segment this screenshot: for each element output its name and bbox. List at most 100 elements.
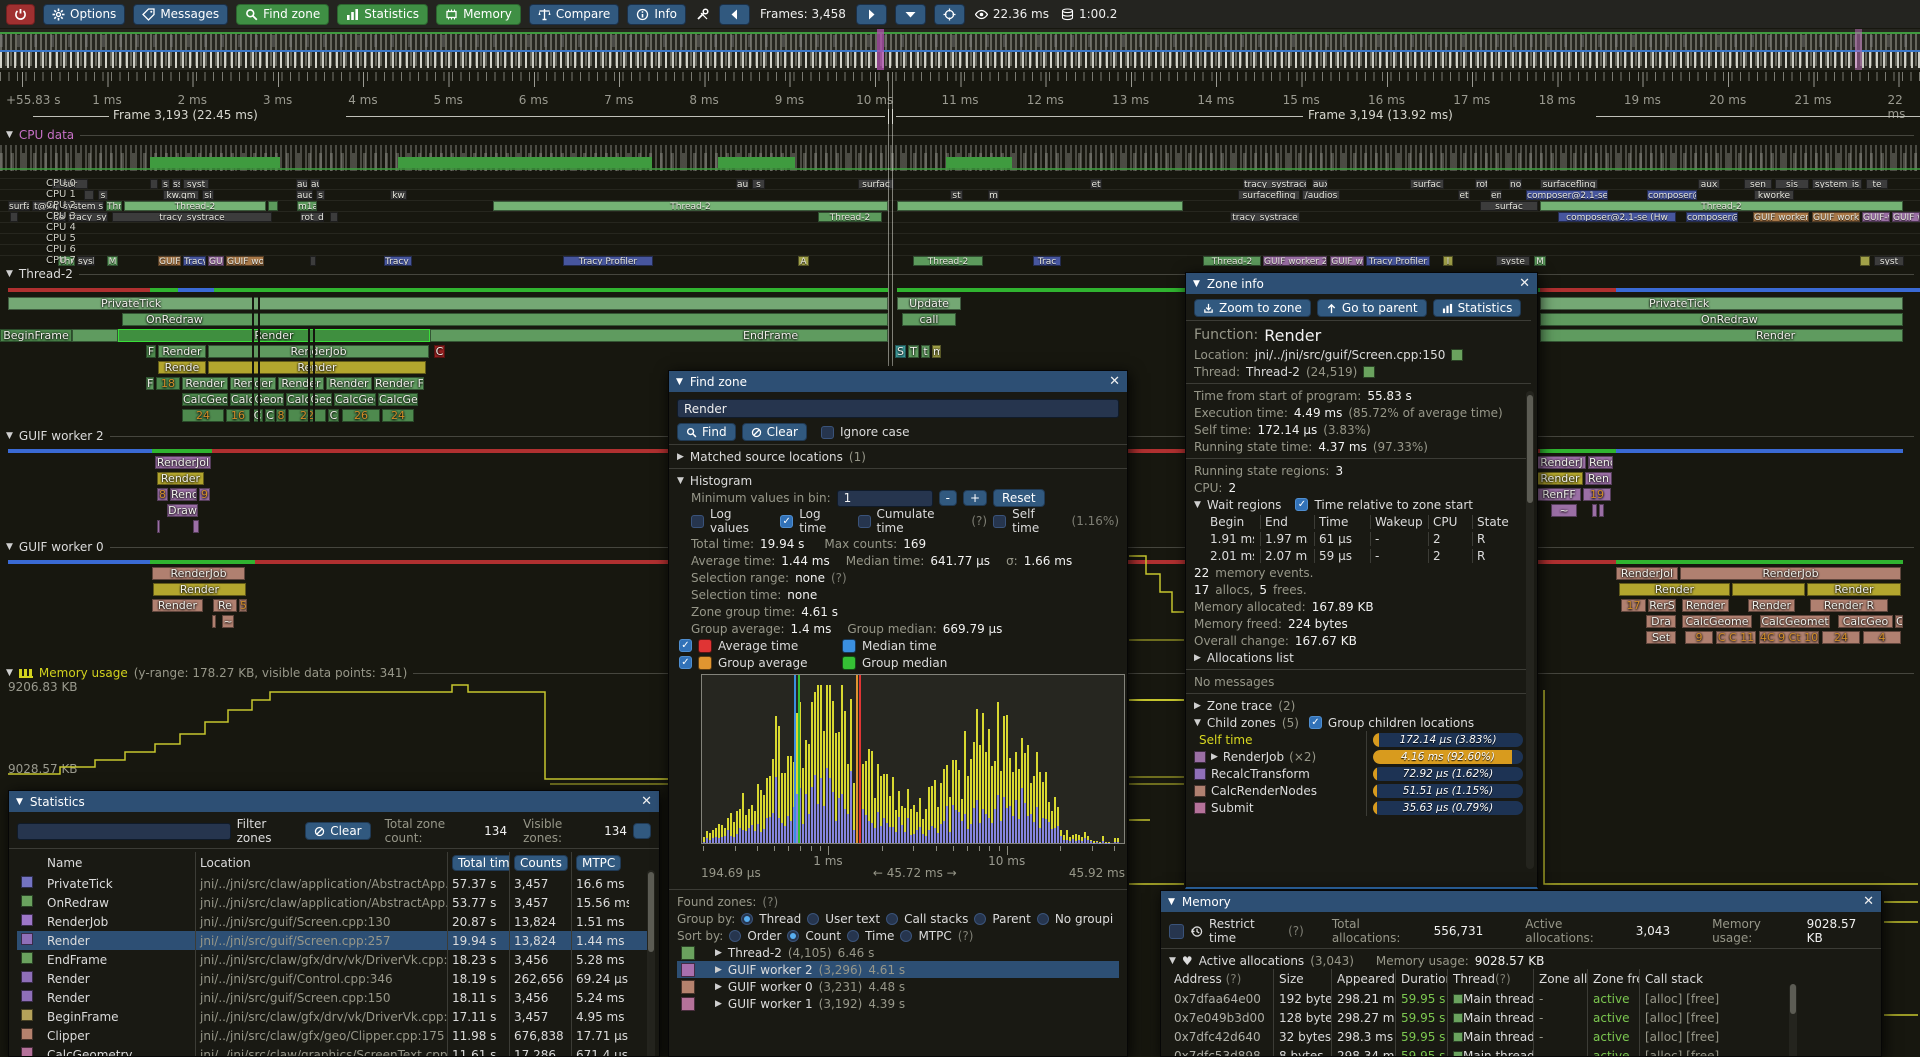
zone-chip[interactable]	[313, 329, 315, 422]
cpu-chip[interactable]: Thread-2	[818, 212, 882, 222]
cpu-chip[interactable]: rot_d	[300, 212, 324, 222]
zone-chip[interactable]: 4C 9 Ct 10	[1759, 631, 1819, 644]
collapse-icon[interactable]: ▼	[6, 269, 13, 279]
zone-chip[interactable]: Ren	[1585, 472, 1612, 485]
help-icon[interactable]: (?)	[958, 929, 974, 943]
frame-label-left[interactable]: Frame 3,193 (22.45 ms)	[113, 108, 258, 122]
zone-chip[interactable]: Rende	[158, 361, 206, 374]
clear-button[interactable]: Clear	[742, 423, 807, 441]
memory-row[interactable]: 0x7dfc42d64032 bytes298.3 ms59.95 s Main…	[1169, 1027, 1873, 1046]
column-address[interactable]: Address	[1174, 972, 1222, 986]
cpu-chip[interactable]: Thread-2	[124, 201, 266, 211]
cpu-chip[interactable]: m	[988, 190, 999, 200]
zone-chip[interactable]: PrivateTick	[1540, 297, 1903, 310]
collapse-icon[interactable]: ▼	[6, 542, 13, 552]
cpu-chip[interactable]: Tracy Profiler	[1366, 256, 1430, 266]
cpu-chip[interactable]: au	[736, 179, 749, 189]
section-thread2[interactable]: ▼ Thread-2	[6, 267, 1914, 281]
radio-parent[interactable]	[974, 913, 986, 925]
radio-no-groupi[interactable]	[1037, 913, 1049, 925]
cpu-chip[interactable]: M	[1534, 256, 1546, 266]
cpu-chip[interactable]: te	[1866, 179, 1888, 189]
zone-chip[interactable]: CalcGe	[378, 393, 418, 406]
log-values-checkbox[interactable]	[691, 515, 704, 528]
zone-chip[interactable]	[1732, 583, 1805, 596]
zone-chip[interactable]: C	[1895, 615, 1903, 628]
statistics-row[interactable]: OnRedrawjni/../jni/src/claw/application/…	[17, 893, 651, 912]
zone-chip[interactable]: T	[908, 345, 919, 358]
statistics-row[interactable]: EndFramejni/../jni/src/claw/gfx/drv/vk/D…	[17, 950, 651, 969]
log-time-checkbox[interactable]: ✓	[780, 515, 793, 528]
close-icon[interactable]: ✕	[641, 795, 652, 808]
zone-chip[interactable]: RenderJol	[1616, 567, 1678, 580]
tools-button[interactable]	[694, 4, 711, 25]
active-allocations-section[interactable]: ▼ ♥ Active allocations (3,043) Memory us…	[1169, 952, 1873, 969]
cpu-chip[interactable]: composer@2.1-se	[1526, 190, 1608, 200]
statistics-scrollbar[interactable]	[647, 870, 655, 1057]
cpu-chip[interactable]: s	[98, 190, 108, 200]
histogram-section[interactable]: ▼ Histogram	[677, 472, 1119, 489]
cpu-chip[interactable]	[897, 201, 1183, 211]
zone-chip[interactable]	[1592, 504, 1597, 517]
bin-plus-button[interactable]: +	[963, 490, 987, 506]
expand-icon[interactable]: ▶	[715, 999, 722, 1009]
zone-info-titlebar[interactable]: ▼ Zone info ✕	[1186, 273, 1537, 294]
column-appeared-at[interactable]: Appeared at	[1331, 969, 1395, 989]
cpu-chip[interactable]: Thre	[106, 201, 122, 211]
cpu-chip[interactable]: surfac	[1480, 201, 1538, 211]
zone-chip[interactable]: Re	[213, 599, 237, 612]
bin-minus-button[interactable]: -	[939, 490, 957, 506]
zone-chip[interactable]: OnRedraw	[1540, 313, 1903, 326]
zone-chip[interactable]: 18	[156, 377, 180, 390]
zone-chip[interactable]: ~	[222, 615, 234, 628]
collapse-icon[interactable]: ▼	[16, 797, 23, 807]
found-group-row[interactable]: ▶GUIF worker 1(3,192)4.39 s	[677, 995, 1119, 1012]
zone-chip[interactable]: Render	[1540, 329, 1903, 342]
find-zone-search-input[interactable]: Render	[677, 399, 1119, 418]
zone-chip[interactable]: RenderJob	[152, 567, 245, 580]
cpu-chip[interactable]: GUIF-w	[1862, 212, 1890, 222]
statistics-row[interactable]: RenderJobjni/../jni/src/guif/Screen.cpp:…	[17, 912, 651, 931]
zone-chip[interactable]: Render	[326, 377, 372, 390]
cpu-chip[interactable]: s	[752, 179, 765, 189]
zone-chip[interactable]: Render	[118, 329, 430, 342]
zone-chip[interactable]: CalcGeo	[334, 393, 376, 406]
child-zone-row[interactable]: Self time172.14 µs (3.83%)	[1194, 731, 1523, 748]
column-location[interactable]: Location	[195, 852, 447, 874]
column-zone-alloc[interactable]: Zone alloc	[1533, 969, 1587, 989]
zone-chip[interactable]: C	[328, 409, 339, 422]
zone-chip[interactable]: F	[146, 377, 154, 390]
zone-chip[interactable]: Render	[1748, 599, 1795, 612]
zone-chip[interactable]: Draw	[167, 504, 198, 517]
histogram-plot[interactable]	[701, 674, 1125, 844]
zone-chip[interactable]: Set	[1646, 631, 1676, 644]
memory-row[interactable]: 0x7e049b3d00128 bytes298.27 ms59.95 s Ma…	[1169, 1008, 1873, 1027]
zone-chip[interactable]: CalcGeome	[1682, 615, 1752, 628]
find-button[interactable]: Find	[677, 423, 736, 441]
help-icon[interactable]: (?)	[831, 571, 847, 585]
cpu-chip[interactable]: GUIF wor	[226, 256, 264, 266]
zone-chip[interactable]: Render	[153, 583, 246, 596]
zone-chip[interactable]: Render	[1619, 583, 1730, 596]
zone-chip[interactable]: CalcGeomet	[1760, 615, 1830, 628]
goto-frame-button[interactable]	[934, 4, 965, 25]
radio-user-text[interactable]	[807, 913, 819, 925]
radio-count[interactable]	[787, 930, 799, 942]
min-bin-input[interactable]: 1	[837, 490, 933, 507]
cpu-chip[interactable]: sen	[1744, 179, 1772, 189]
memory-button[interactable]: Memory	[436, 4, 521, 25]
cpu-chip[interactable]	[268, 201, 278, 211]
next-frame-button[interactable]	[856, 4, 887, 25]
radio-time[interactable]	[847, 930, 859, 942]
zone-chip[interactable]: CalcGeo	[1838, 615, 1893, 628]
zone-chip[interactable]: RerS	[1648, 599, 1676, 612]
collapse-icon[interactable]: ▼	[676, 377, 683, 387]
cpu-chip[interactable]: Thread-2	[913, 256, 983, 266]
zone-chip[interactable]: CalcGeo	[182, 393, 228, 406]
section-cpu-data[interactable]: ▼ CPU data	[6, 128, 1914, 142]
zone-chip[interactable]: RenFF	[1537, 488, 1581, 501]
cpu-chip[interactable]: aud	[296, 190, 313, 200]
power-button[interactable]	[6, 4, 35, 25]
zone-chip[interactable]	[72, 329, 118, 342]
filter-zones-input[interactable]	[17, 823, 231, 840]
